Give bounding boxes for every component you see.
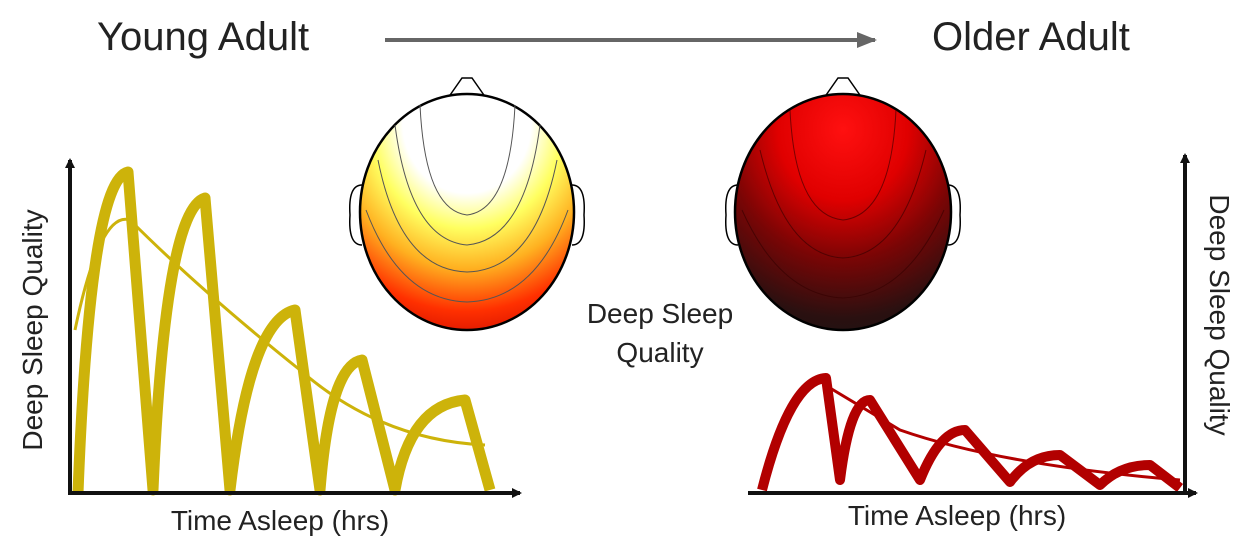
y-label: Deep Sleep Quality [1204, 194, 1235, 435]
diagram: Young Adult Older Adult Time Asleep (hrs… [0, 0, 1242, 537]
y-label: Deep Sleep Quality [17, 209, 48, 450]
x-label: Time Asleep (hrs) [171, 505, 389, 536]
older-head [726, 78, 961, 330]
x-label: Time Asleep (hrs) [848, 500, 1066, 531]
left-title: Young Adult [97, 15, 309, 59]
right-title: Older Adult [932, 15, 1130, 59]
center-label: Quality [616, 337, 703, 368]
young-head [350, 78, 585, 330]
center-label: Deep Sleep [587, 298, 733, 329]
